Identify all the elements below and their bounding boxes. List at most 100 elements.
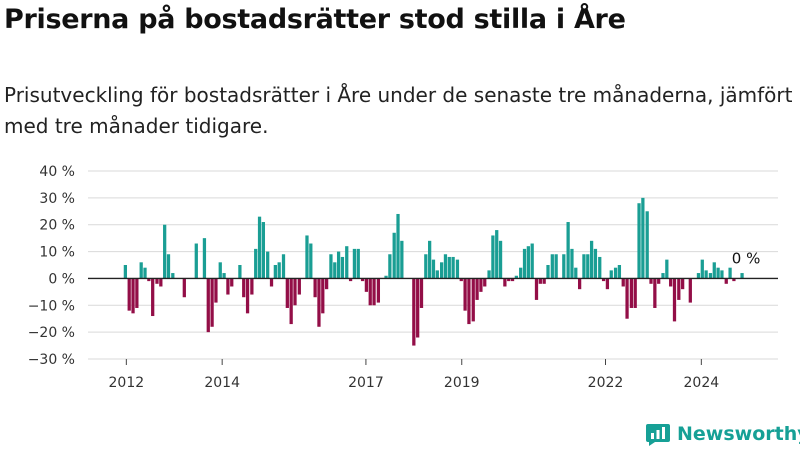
bar-negative: [503, 278, 507, 287]
bar-positive: [574, 267, 578, 279]
bar-positive: [609, 270, 613, 279]
bar-negative: [360, 278, 365, 282]
bar-negative: [297, 278, 301, 295]
bar-positive: [222, 273, 226, 279]
x-tick-label: 2017: [348, 375, 384, 391]
bar-positive: [431, 259, 436, 279]
bar-negative: [483, 278, 487, 287]
bar-positive: [546, 265, 550, 279]
bar-positive: [400, 240, 404, 279]
bar-positive: [163, 224, 167, 279]
bar-negative: [348, 278, 353, 282]
bar-negative: [293, 278, 297, 306]
bar-negative: [313, 278, 317, 298]
bar-positive: [443, 254, 448, 279]
brand-name: Newsworthy: [677, 423, 800, 445]
bar-negative: [151, 278, 155, 317]
bar-negative: [317, 278, 321, 327]
bar-positive: [498, 240, 503, 279]
bar-positive: [329, 254, 333, 279]
x-tick-label: 2012: [109, 375, 145, 391]
bar-positive: [550, 254, 554, 279]
bar-negative: [269, 278, 274, 287]
bar-positive: [424, 254, 428, 279]
bar-negative: [210, 278, 214, 327]
bar-negative: [364, 278, 369, 292]
bar-positive: [586, 254, 590, 279]
bar-positive: [336, 251, 341, 279]
bar-positive: [598, 256, 602, 279]
last-value-label: 0 %: [732, 249, 761, 267]
bar-positive: [392, 232, 396, 279]
bar-negative: [577, 278, 582, 290]
bar-negative: [621, 278, 625, 287]
bar-positive: [700, 259, 704, 279]
bar-positive: [554, 254, 558, 279]
bar-positive: [257, 216, 262, 279]
bar-negative: [135, 278, 139, 308]
bar-negative: [479, 278, 483, 292]
bar-negative: [131, 278, 135, 314]
bar-positive: [139, 262, 143, 279]
y-tick-label: −30 %: [28, 352, 75, 368]
bar-positive: [491, 235, 495, 279]
bar-positive: [589, 240, 594, 279]
bar-positive: [487, 270, 491, 279]
bar-negative: [657, 278, 661, 284]
bar-positive: [277, 262, 281, 279]
bar-positive: [716, 267, 720, 279]
bar-negative: [376, 278, 381, 303]
chart-title: Priserna på bostadsrätter stod stilla i …: [4, 4, 626, 35]
bar-negative: [653, 278, 657, 308]
bar-negative: [182, 278, 186, 298]
newsworthy-logo-icon: [646, 424, 670, 446]
bar-negative: [159, 278, 163, 287]
bar-negative: [534, 278, 539, 300]
bar-positive: [194, 243, 198, 279]
brand-logo: Newsworthy: [645, 420, 800, 448]
bar-positive: [238, 265, 242, 279]
bar-positive: [261, 222, 266, 279]
bar-negative: [289, 278, 293, 325]
y-tick-label: 40 %: [39, 164, 75, 180]
y-tick-label: 10 %: [39, 245, 75, 261]
bar-positive: [641, 197, 645, 279]
bar-positive: [562, 254, 566, 279]
bar-negative: [250, 278, 254, 295]
bar-positive: [530, 243, 534, 279]
bar-negative: [459, 278, 463, 282]
bar-positive: [740, 273, 744, 279]
bar-positive: [202, 238, 207, 279]
bar-positive: [340, 256, 345, 279]
bar-positive: [728, 267, 732, 279]
bar-negative: [155, 278, 159, 284]
bar-positive: [273, 265, 277, 279]
bar-positive: [704, 270, 708, 279]
bar-negative: [214, 278, 218, 303]
bar-negative: [471, 278, 475, 322]
bar-positive: [266, 251, 270, 279]
bar-negative: [127, 278, 131, 311]
bar-negative: [226, 278, 230, 295]
chart-subtitle: Prisutveckling för bostadsrätter i Åre u…: [4, 83, 793, 138]
bar-negative: [629, 278, 634, 308]
bar-positive: [309, 243, 313, 279]
bar-negative: [463, 278, 467, 311]
bar-positive: [495, 230, 499, 279]
bar-negative: [230, 278, 234, 287]
bar-negative: [467, 278, 471, 325]
bar-negative: [672, 278, 677, 322]
bar-positive: [218, 262, 222, 279]
bar-positive: [345, 246, 349, 279]
bar-positive: [254, 248, 258, 279]
y-tick-label: 0 %: [48, 271, 75, 287]
bar-positive: [526, 246, 530, 279]
x-tick-label: 2024: [684, 375, 720, 391]
y-tick-label: 30 %: [39, 191, 75, 207]
bar-positive: [637, 203, 641, 279]
x-tick-label: 2022: [588, 375, 624, 391]
bar-positive: [171, 273, 175, 279]
bar-positive: [451, 256, 455, 279]
bar-positive: [388, 254, 392, 279]
